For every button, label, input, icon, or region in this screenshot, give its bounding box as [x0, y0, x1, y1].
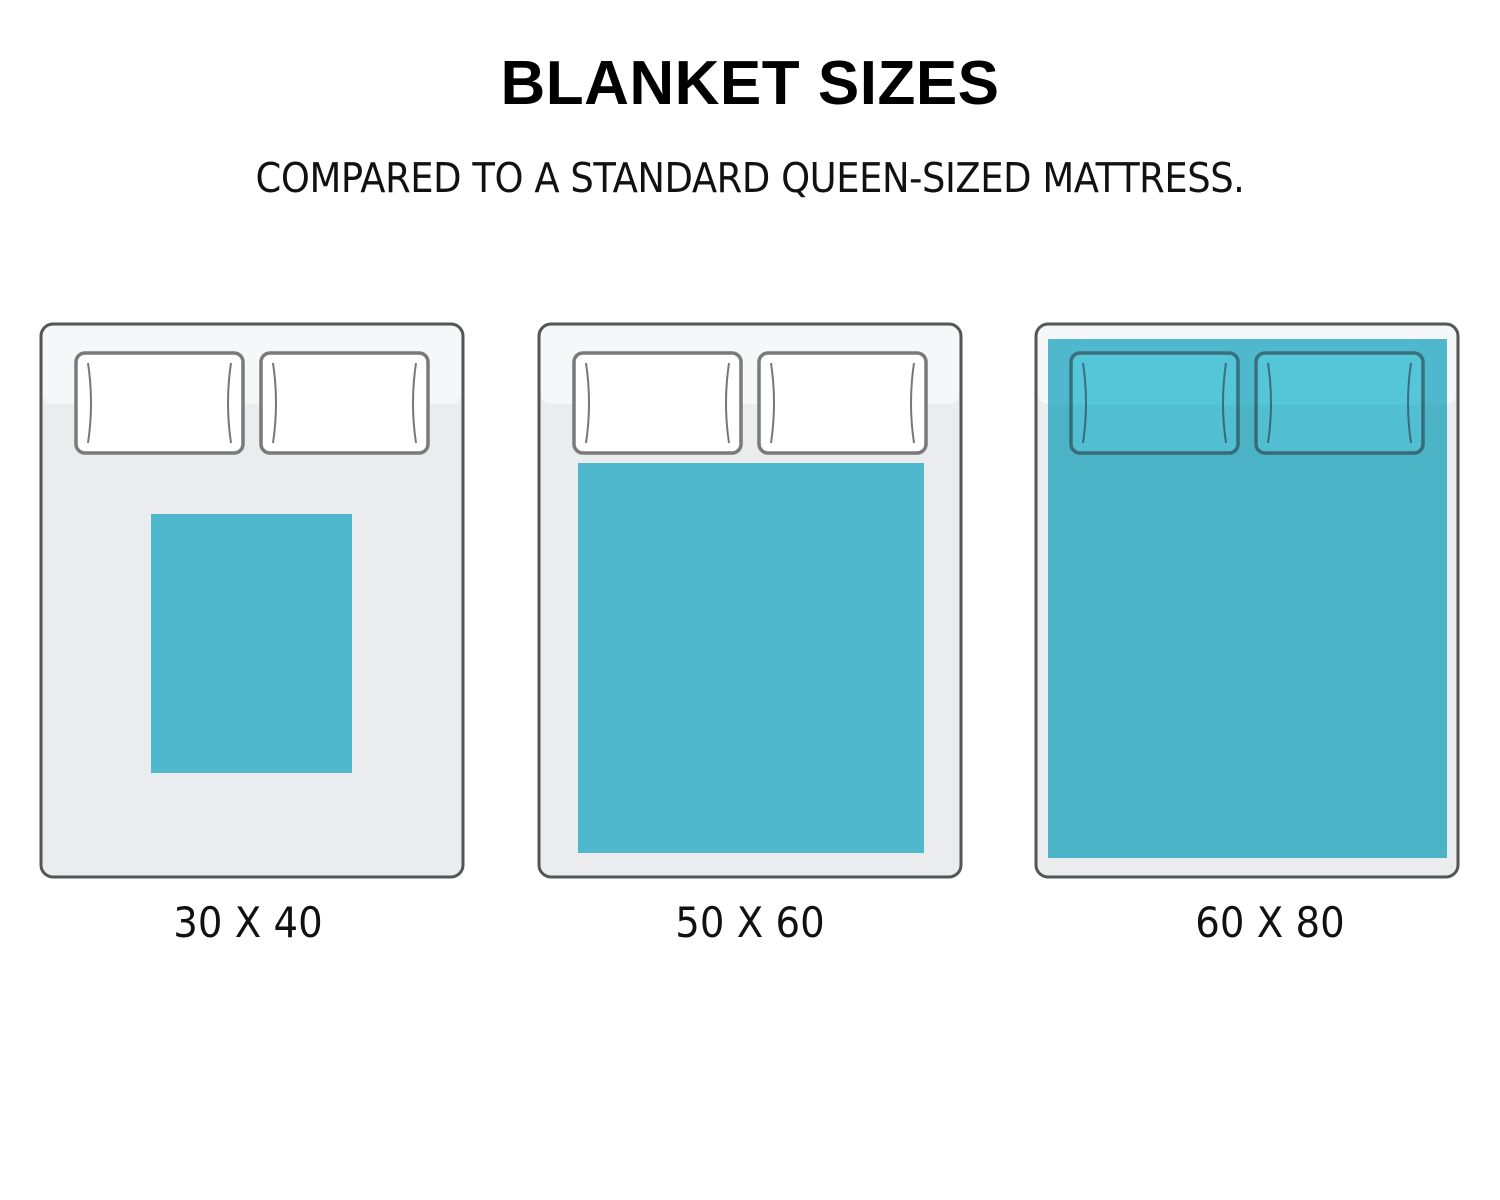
bed-label-3: 60 X 80: [1195, 898, 1345, 947]
pillow: [1069, 351, 1240, 455]
blanket: [151, 514, 352, 773]
blanket-shade: [1048, 405, 1447, 858]
pillow-crease: [1222, 362, 1227, 444]
pillow-crease: [227, 362, 232, 444]
pillow-crease: [272, 362, 277, 444]
bed-frame: [537, 322, 963, 879]
pillow-crease: [412, 362, 417, 444]
page-title: BLANKET SIZES: [500, 49, 1000, 118]
pillow-crease: [725, 362, 730, 444]
bed-label-2: 50 X 60: [675, 898, 825, 947]
pillow: [757, 351, 928, 455]
pillow-crease: [1267, 362, 1272, 444]
pillow-crease: [1082, 362, 1087, 444]
pillow: [572, 351, 743, 455]
bed-frame: [39, 322, 465, 879]
blanket: [578, 463, 924, 853]
pillow-crease: [87, 362, 92, 444]
pillow-crease: [910, 362, 915, 444]
pillow: [74, 351, 245, 455]
pillow-crease: [1407, 362, 1412, 444]
pillow-crease: [585, 362, 590, 444]
pillow: [1254, 351, 1425, 455]
bed-frame: [1034, 322, 1460, 879]
page-subtitle: COMPARED TO A STANDARD QUEEN-SIZED MATTR…: [255, 154, 1245, 202]
bed-label-1: 30 X 40: [173, 898, 323, 947]
pillow-crease: [770, 362, 775, 444]
pillow: [259, 351, 430, 455]
